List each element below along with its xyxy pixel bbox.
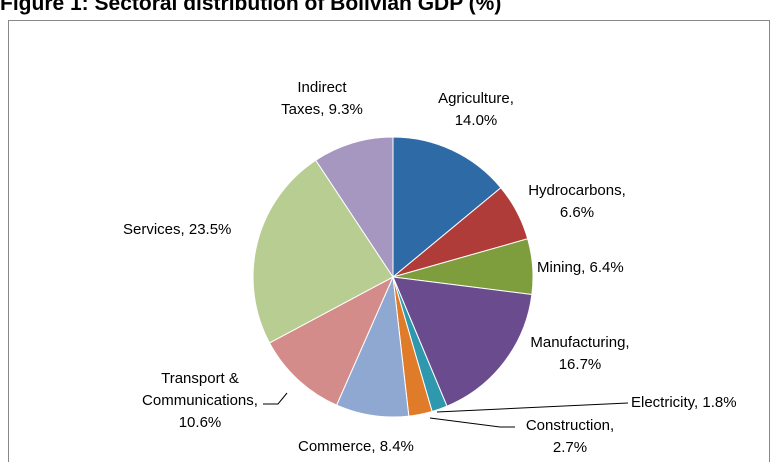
value-label: 2.7% [552, 439, 588, 456]
data-label: Manufacturing, 16.7% [515, 332, 645, 376]
category-label: Commerce, [298, 438, 376, 455]
value-label: 10.6% [178, 414, 222, 431]
category-label: Manufacturing, [530, 334, 630, 351]
pie [252, 136, 534, 418]
chart-frame [8, 20, 770, 462]
value-label: 6.6% [559, 204, 595, 221]
data-label: Services, 23.5% [123, 219, 231, 241]
pie-slice [315, 136, 394, 279]
pie-slice [392, 136, 502, 279]
value-label: 6.4% [589, 259, 624, 276]
value-label: 14.0% [454, 112, 498, 129]
category-label: Services, [123, 221, 185, 238]
data-label: Commerce, 8.4% [298, 436, 414, 458]
category-label: Transport & Communications, [142, 370, 258, 409]
data-label: Hydrocarbons, 6.6% [517, 180, 637, 224]
category-label: Mining, [537, 259, 586, 276]
category-label: Electricity, [631, 394, 699, 411]
value-label: 1.8% [702, 394, 737, 411]
leader-line [263, 392, 288, 405]
data-label: Construction, 2.7% [510, 415, 630, 459]
leader-line [429, 417, 515, 428]
pie-slice [252, 159, 394, 344]
value-label: 16.7% [558, 356, 602, 373]
chart-title: Figure 1: Sectoral distribution of Boliv… [0, 0, 502, 15]
data-label: Indirect Taxes, 9.3% [275, 77, 370, 121]
category-label: Construction, [525, 417, 615, 434]
data-label: Mining, 6.4% [537, 257, 624, 279]
data-label: Transport & Communications, 10.6% [135, 368, 265, 434]
data-label: Electricity, 1.8% [631, 392, 737, 414]
category-label: Indirect Taxes, [281, 79, 347, 118]
category-label: Agriculture, [438, 90, 514, 107]
leader-line [436, 402, 629, 413]
value-label: 23.5% [188, 221, 232, 238]
pie-slice [392, 276, 533, 407]
value-label: 8.4% [379, 438, 414, 455]
category-label: Hydrocarbons, [528, 182, 626, 199]
pie-slice [268, 275, 395, 406]
value-label: 9.3% [328, 101, 363, 118]
data-label: Agriculture, 14.0% [421, 88, 531, 132]
